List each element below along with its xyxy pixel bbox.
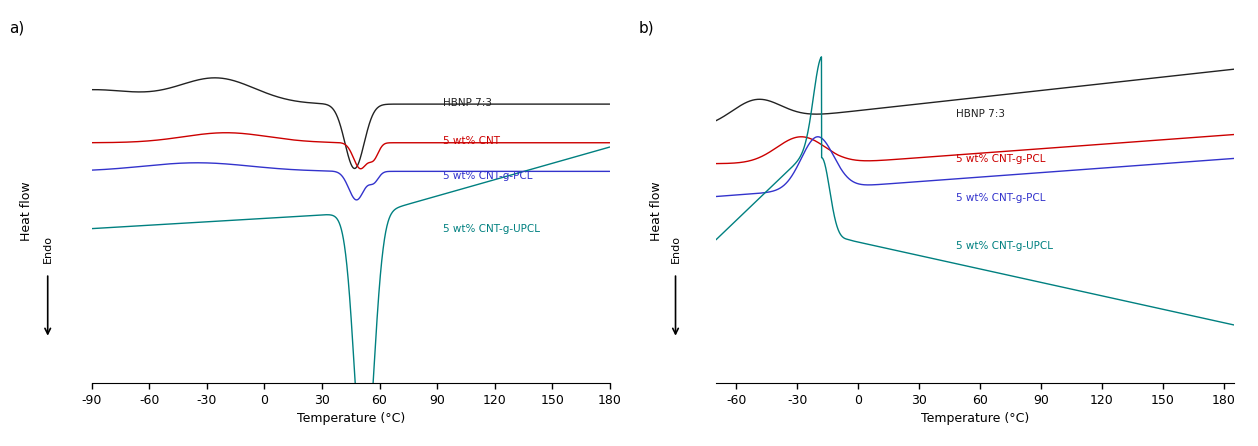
X-axis label: Temperature (°C): Temperature (°C) — [297, 412, 405, 425]
X-axis label: Temperature (°C): Temperature (°C) — [921, 412, 1029, 425]
Text: 5 wt% CNT-g-PCL: 5 wt% CNT-g-PCL — [956, 154, 1045, 164]
Text: 5 wt% CNT-g-PCL: 5 wt% CNT-g-PCL — [956, 193, 1045, 203]
Text: HBNP 7:3: HBNP 7:3 — [956, 109, 1005, 120]
Text: Endo: Endo — [43, 235, 53, 263]
Text: Heat flow: Heat flow — [650, 182, 663, 241]
Text: 5 wt% CNT-g-PCL: 5 wt% CNT-g-PCL — [443, 171, 532, 181]
Text: Heat flow: Heat flow — [20, 182, 34, 241]
Text: 5 wt% CNT: 5 wt% CNT — [443, 136, 499, 146]
Text: 5 wt% CNT-g-UPCL: 5 wt% CNT-g-UPCL — [956, 241, 1053, 251]
Text: 5 wt% CNT-g-UPCL: 5 wt% CNT-g-UPCL — [443, 223, 540, 234]
Text: HBNP 7:3: HBNP 7:3 — [443, 98, 492, 107]
Text: Endo: Endo — [671, 235, 681, 263]
Text: b): b) — [638, 21, 654, 36]
Text: a): a) — [9, 21, 24, 36]
